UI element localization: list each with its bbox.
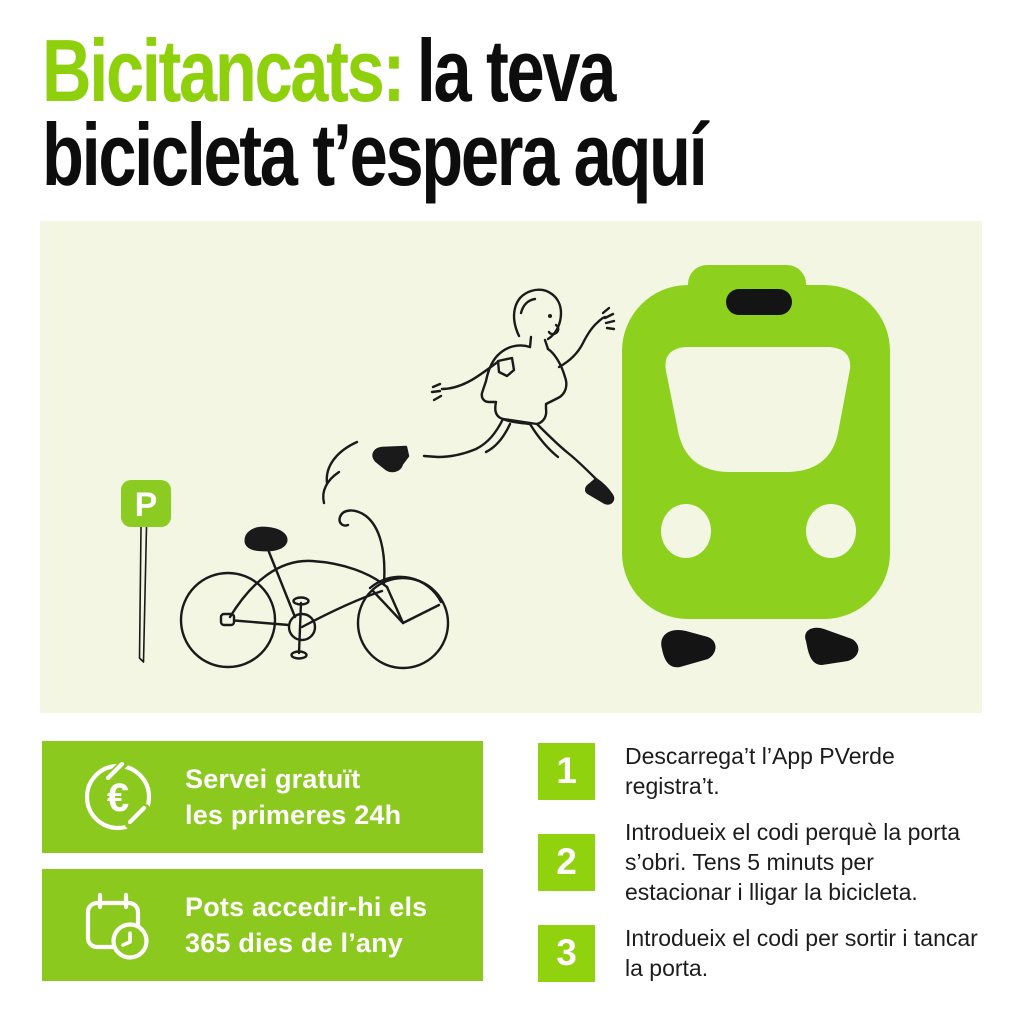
page-title: Bicitancats: la teva bicicleta t’espera a… <box>42 27 893 204</box>
train-headlight-right <box>806 504 856 558</box>
euro-coin-icon: € <box>84 759 154 833</box>
step-3: 3 Introdueix el codi per sortir i tancar… <box>538 923 984 983</box>
running-person <box>372 288 616 505</box>
step-1-number: 1 <box>538 742 595 800</box>
train-headlight-left <box>661 504 711 558</box>
front-shoe <box>585 477 615 505</box>
bicycle <box>179 509 450 670</box>
step-2-number: 2 <box>538 833 595 891</box>
bicycle-seat <box>244 526 288 552</box>
train-destination-sign <box>726 289 792 315</box>
step-2-text: Introdueix el codi perquè la porta s’obr… <box>625 819 960 905</box>
step-3-text: Introdueix el codi per sortir i tancar l… <box>625 925 978 981</box>
step-3-number: 3 <box>538 924 595 982</box>
euro-glyph: € <box>107 776 129 820</box>
back-shoe <box>372 445 410 473</box>
title-line-2: bicicleta t’espera aquí <box>42 105 708 204</box>
parking-letter: P <box>135 486 158 524</box>
step-1: 1 Descarrega’t l’App PVerde registra’t. <box>538 741 984 801</box>
benefit-line: Servei gratuït <box>185 764 361 794</box>
calendar-clock-icon <box>85 892 149 960</box>
benefits-column: € Servei gratuït les primeres 24h Pots a… <box>42 741 483 997</box>
train-foot-left <box>661 629 716 668</box>
illustration-panel: P <box>40 221 982 713</box>
parking-sign: P <box>121 480 171 663</box>
steps-column: 1 Descarrega’t l’App PVerde registra’t. … <box>538 741 984 983</box>
train-front-icon <box>622 265 890 668</box>
bicycle-handlebar <box>338 509 386 585</box>
benefit-free-service-label: Servei gratuït les primeres 24h <box>185 761 401 833</box>
title-tail: la teva <box>416 21 617 120</box>
benefit-free-service: € Servei gratuït les primeres 24h <box>42 741 483 853</box>
train-foot-right <box>805 627 859 665</box>
title-line-1: Bicitancats: la teva <box>42 27 705 115</box>
train-windshield <box>665 347 851 472</box>
benefit-line: 365 dies de l’any <box>185 928 404 958</box>
step-1-text: Descarrega’t l’App PVerde registra’t. <box>625 743 895 799</box>
benefit-365-days: Pots accedir-hi els 365 dies de l’any <box>42 869 483 981</box>
illustration-svg: P <box>121 265 890 670</box>
title-highlight: Bicitancats: <box>42 21 405 120</box>
benefit-365-days-label: Pots accedir-hi els 365 dies de l’any <box>185 889 427 961</box>
motion-lines <box>322 440 359 505</box>
step-2: 2 Introdueix el codi perquè la porta s’o… <box>538 817 984 907</box>
benefit-line: Pots accedir-hi els <box>185 892 428 922</box>
benefit-line: les primeres 24h <box>185 800 402 830</box>
